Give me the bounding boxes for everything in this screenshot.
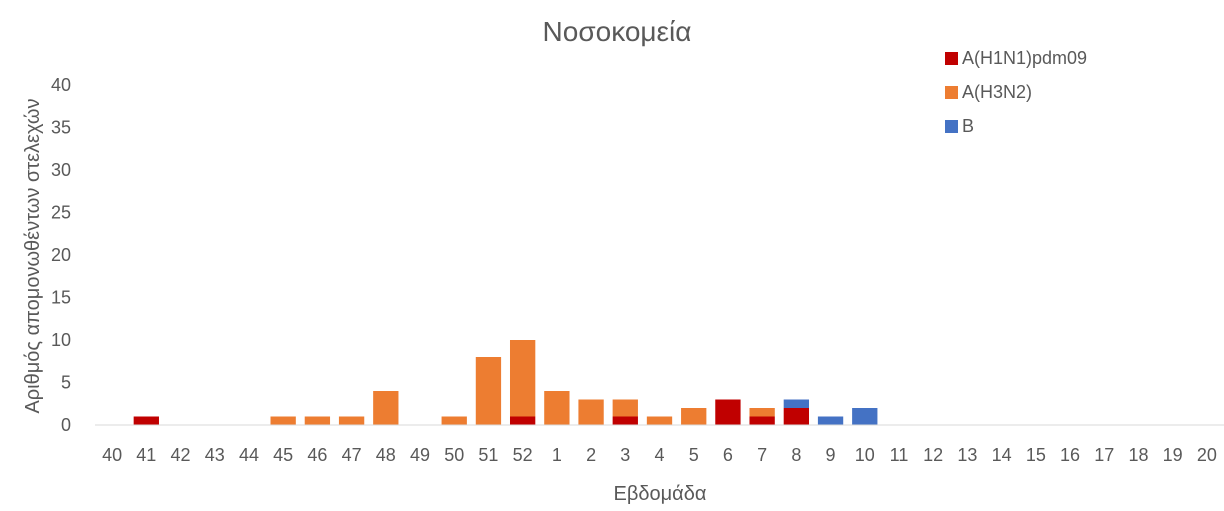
- x-tick-label: 10: [855, 445, 875, 465]
- bar-h3n2-week-1: [544, 391, 570, 425]
- bar-h3n2-week-7: [749, 408, 775, 417]
- x-tick-label: 1: [552, 445, 562, 465]
- x-tick-label: 41: [136, 445, 156, 465]
- x-tick-label: 51: [478, 445, 498, 465]
- y-tick-label: 35: [51, 118, 71, 138]
- bar-h3n2-week-50: [441, 416, 467, 425]
- x-tick-label: 4: [654, 445, 664, 465]
- y-tick-label: 10: [51, 330, 71, 350]
- y-tick-label: 25: [51, 203, 71, 223]
- bar-h3n2-week-52: [509, 340, 536, 417]
- x-tick-label: 18: [1128, 445, 1148, 465]
- bar-h3n2-week-46: [304, 416, 331, 425]
- y-axis-ticks: 0 5 10 15 20 25 30 35 40: [51, 75, 71, 435]
- bar-h1n1-week-41: [133, 416, 159, 425]
- bars-group: [133, 340, 878, 425]
- x-tick-label: 49: [410, 445, 430, 465]
- bar-b-week-8: [783, 399, 810, 408]
- legend-label: A(H1N1)pdm09: [962, 48, 1087, 68]
- x-tick-label: 16: [1060, 445, 1080, 465]
- bar-h1n1-week-6: [715, 399, 741, 425]
- x-tick-label: 6: [723, 445, 733, 465]
- bar-h3n2-week-5: [681, 408, 707, 425]
- y-tick-label: 0: [61, 415, 71, 435]
- bar-h3n2-week-4: [646, 416, 673, 425]
- x-tick-label: 9: [826, 445, 836, 465]
- x-tick-label: 13: [957, 445, 977, 465]
- bar-h3n2-week-2: [578, 399, 604, 425]
- bar-h1n1-week-8: [783, 408, 810, 425]
- bar-h3n2-week-48: [373, 391, 399, 425]
- y-axis-label: Αριθμός απομονωθέντων στελεχών: [22, 98, 44, 413]
- x-tick-label: 47: [342, 445, 362, 465]
- x-tick-label: 46: [307, 445, 327, 465]
- chart-title: Νοσοκομεία: [543, 16, 692, 47]
- x-tick-label: 40: [102, 445, 122, 465]
- x-tick-label: 44: [239, 445, 259, 465]
- x-tick-label: 17: [1094, 445, 1114, 465]
- legend-label: B: [962, 116, 974, 136]
- bar-h3n2-week-3: [612, 399, 638, 417]
- bar-b-week-10: [852, 408, 878, 425]
- y-tick-label: 40: [51, 75, 71, 95]
- x-axis-ticks: 40 41 42 43 44 45 46 47 48 49 50 51 52 1 2 3 4 5 6 7 8 9 10 11 1…: [102, 445, 1217, 465]
- bar-h3n2-week-47: [338, 416, 365, 425]
- x-tick-label: 20: [1197, 445, 1217, 465]
- bar-h1n1-week-3: [612, 416, 638, 425]
- y-tick-label: 30: [51, 160, 71, 180]
- bar-b-week-9: [817, 416, 844, 425]
- bar-h3n2-week-51: [475, 357, 502, 425]
- bar-h1n1-week-52: [509, 416, 536, 425]
- x-tick-label: 15: [1026, 445, 1046, 465]
- x-tick-label: 5: [689, 445, 699, 465]
- y-tick-label: 20: [51, 245, 71, 265]
- x-tick-label: 3: [620, 445, 630, 465]
- bar-h1n1-week-7: [749, 416, 775, 425]
- y-tick-label: 15: [51, 288, 71, 308]
- y-tick-label: 5: [61, 373, 71, 393]
- x-axis-label: Εβδομάδα: [614, 483, 707, 505]
- x-tick-label: 7: [757, 445, 767, 465]
- legend-label: A(H3N2): [962, 82, 1032, 102]
- x-tick-label: 48: [376, 445, 396, 465]
- x-tick-label: 11: [890, 445, 909, 465]
- x-tick-label: 50: [444, 445, 464, 465]
- x-tick-label: 14: [992, 445, 1012, 465]
- x-tick-label: 2: [586, 445, 596, 465]
- legend-swatch: [945, 52, 958, 65]
- legend: A(H1N1)pdm09 A(H3N2) B: [945, 48, 1087, 136]
- x-tick-label: 12: [923, 445, 943, 465]
- x-tick-label: 43: [205, 445, 225, 465]
- x-tick-label: 52: [513, 445, 533, 465]
- legend-swatch: [945, 120, 958, 133]
- x-tick-label: 19: [1163, 445, 1183, 465]
- x-tick-label: 45: [273, 445, 293, 465]
- legend-swatch: [945, 86, 958, 99]
- x-tick-label: 8: [791, 445, 801, 465]
- x-tick-label: 42: [171, 445, 191, 465]
- bar-h3n2-week-45: [270, 416, 296, 425]
